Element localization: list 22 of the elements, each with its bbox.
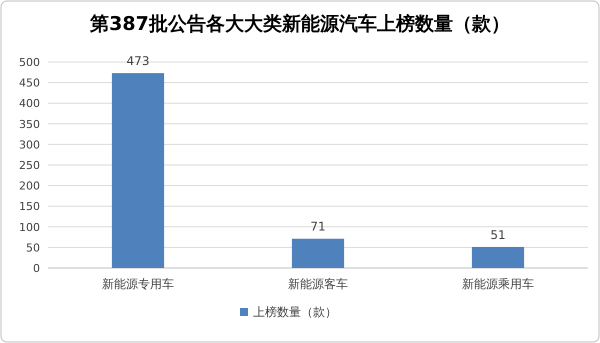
y-tick-label: 150 xyxy=(19,200,40,214)
y-tick-label: 300 xyxy=(19,138,40,152)
x-tick-label: 新能源乘用车 xyxy=(462,277,534,291)
y-tick-label: 200 xyxy=(19,180,40,193)
y-tick-label: 50 xyxy=(26,241,40,254)
y-tick-label: 400 xyxy=(19,97,40,110)
y-tick-label: 0 xyxy=(33,262,40,275)
y-tick-label: 100 xyxy=(19,220,40,234)
data-label: 51 xyxy=(490,228,506,242)
bar xyxy=(472,246,524,268)
x-tick-label: 新能源客车 xyxy=(288,277,348,291)
chart-title: 第387批公告各大大类新能源汽车上榜数量（款） xyxy=(89,13,510,35)
bar xyxy=(292,238,344,268)
y-tick-label: 450 xyxy=(19,76,40,90)
data-label: 473 xyxy=(126,54,150,68)
y-tick-label: 350 xyxy=(19,118,40,131)
data-label: 71 xyxy=(310,220,326,234)
x-tick-label: 新能源专用车 xyxy=(102,277,174,291)
legend-label: 上榜数量（款） xyxy=(253,305,337,319)
y-tick-label: 250 xyxy=(19,159,40,172)
bar xyxy=(112,73,164,268)
y-tick-label: 500 xyxy=(19,56,40,69)
